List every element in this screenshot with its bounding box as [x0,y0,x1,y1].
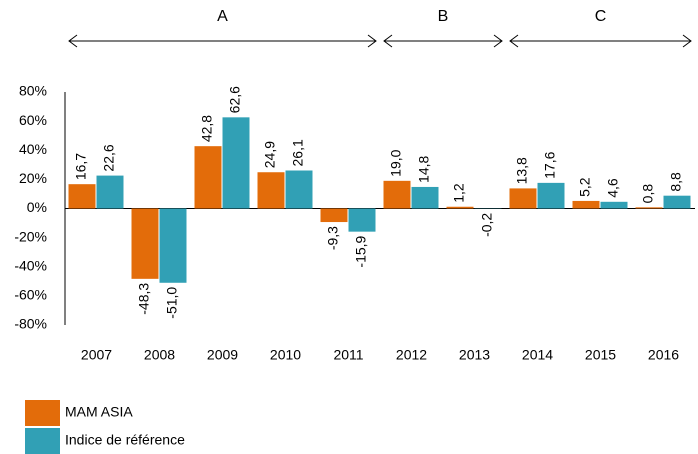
bar [320,208,348,223]
bar [285,170,313,209]
period-arrow [383,34,393,48]
bar [96,175,124,209]
value-label: 17,6 [542,151,558,178]
bar [348,208,376,232]
x-tick-label: 2008 [144,347,175,363]
y-tick-label: 80% [19,83,47,99]
value-label: -51,0 [164,287,180,319]
value-label: -9,3 [325,226,341,250]
value-label: 19,0 [388,149,404,176]
bar [635,207,663,209]
value-label: -0,2 [479,213,495,237]
period-label: B [438,8,449,25]
value-label: 16,7 [73,153,89,180]
bar [383,180,411,209]
value-label: 14,8 [416,155,432,182]
bar [194,146,222,209]
y-tick-label: -20% [14,228,47,244]
y-tick-label: 20% [19,170,47,186]
bar [446,206,474,209]
value-label: 13,8 [514,157,530,184]
bar [537,182,565,209]
y-tick-label: 0% [27,199,47,215]
y-tick-label: 40% [19,141,47,157]
bar [159,208,187,283]
x-tick-label: 2009 [207,347,238,363]
value-label: -15,9 [353,235,369,267]
value-label: 22,6 [101,144,117,171]
value-label: -48,3 [136,283,152,315]
value-label: 5,2 [577,177,593,197]
x-tick-label: 2007 [81,347,112,363]
legend-label: Indice de référence [65,432,185,448]
bar [509,188,537,209]
value-label: 24,9 [262,141,278,168]
bar [572,200,600,209]
period-arrow [367,34,377,48]
value-label: 62,6 [227,86,243,113]
period-label: A [217,8,228,25]
bar [411,186,439,209]
y-tick-label: -60% [14,287,47,303]
value-label: 8,8 [668,172,684,192]
y-tick-label: 60% [19,112,47,128]
x-tick-label: 2016 [648,347,679,363]
legend-swatch [25,400,60,426]
y-tick-label: -40% [14,257,47,273]
x-tick-label: 2012 [396,347,427,363]
value-label: 0,8 [640,184,656,204]
value-label: 42,8 [199,115,215,142]
bar [68,184,96,209]
x-tick-label: 2011 [333,347,363,363]
value-label: 4,6 [605,178,621,198]
value-label: 1,2 [451,183,467,203]
period-label: C [595,8,607,25]
x-tick-label: 2015 [585,347,616,363]
period-arrow [509,34,519,48]
legend-swatch [25,428,60,454]
legend-label: MAM ASIA [65,404,133,420]
bar [222,117,250,209]
y-tick-label: -80% [14,316,47,332]
bar [131,208,159,279]
x-tick-label: 2010 [270,347,301,363]
x-tick-label: 2014 [522,347,553,363]
period-arrow [68,34,78,48]
value-label: 26,1 [290,139,306,166]
period-arrow [493,34,503,48]
period-arrow [682,34,692,48]
bar [663,195,691,209]
x-tick-label: 2013 [459,347,490,363]
bar [257,172,285,209]
bar [600,201,628,209]
